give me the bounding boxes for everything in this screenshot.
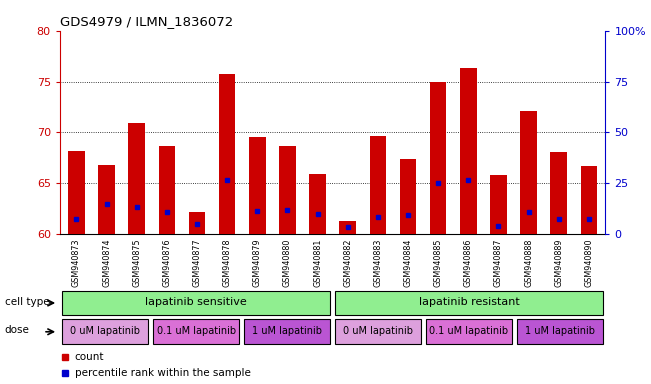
Text: 0 uM lapatinib: 0 uM lapatinib <box>343 326 413 336</box>
Text: GSM940879: GSM940879 <box>253 239 262 287</box>
Text: lapatinib resistant: lapatinib resistant <box>419 298 519 308</box>
Text: GSM940877: GSM940877 <box>193 239 202 287</box>
Bar <box>68 151 85 234</box>
Text: GSM940878: GSM940878 <box>223 239 232 287</box>
Bar <box>430 81 447 234</box>
Bar <box>159 146 175 234</box>
Text: 1 uM lapatinib: 1 uM lapatinib <box>525 326 595 336</box>
Bar <box>581 166 597 234</box>
Text: GSM940880: GSM940880 <box>283 239 292 287</box>
Text: GSM940874: GSM940874 <box>102 239 111 287</box>
Bar <box>309 174 326 234</box>
Text: GSM940882: GSM940882 <box>343 239 352 287</box>
Bar <box>426 319 512 344</box>
Text: 0 uM lapatinib: 0 uM lapatinib <box>70 326 141 336</box>
Text: 0.1 uM lapatinib: 0.1 uM lapatinib <box>157 326 236 336</box>
Bar <box>370 136 386 234</box>
Text: GSM940886: GSM940886 <box>464 239 473 287</box>
Text: GSM940885: GSM940885 <box>434 239 443 287</box>
Bar <box>62 319 148 344</box>
Bar <box>551 152 567 234</box>
Bar <box>244 319 330 344</box>
Bar <box>279 146 296 234</box>
Text: GSM940876: GSM940876 <box>162 239 171 287</box>
Bar <box>128 123 145 234</box>
Bar <box>98 165 115 234</box>
Bar <box>520 111 537 234</box>
Bar <box>490 175 506 234</box>
Text: GSM940887: GSM940887 <box>494 239 503 287</box>
Bar <box>249 137 266 234</box>
Bar <box>189 212 205 234</box>
Text: count: count <box>75 352 104 362</box>
Text: GSM940881: GSM940881 <box>313 239 322 287</box>
Bar <box>460 68 477 234</box>
Text: GDS4979 / ILMN_1836072: GDS4979 / ILMN_1836072 <box>60 15 233 28</box>
Bar <box>517 319 603 344</box>
Bar <box>153 319 240 344</box>
Text: GSM940873: GSM940873 <box>72 239 81 287</box>
Text: GSM940883: GSM940883 <box>374 239 382 287</box>
Bar <box>400 159 416 234</box>
Bar <box>62 291 330 315</box>
Text: GSM940884: GSM940884 <box>404 239 413 287</box>
Bar <box>219 74 236 234</box>
Text: GSM940890: GSM940890 <box>585 239 593 287</box>
Text: GSM940875: GSM940875 <box>132 239 141 287</box>
Text: cell type: cell type <box>5 296 49 306</box>
Text: percentile rank within the sample: percentile rank within the sample <box>75 368 251 378</box>
Text: dose: dose <box>5 325 30 335</box>
Bar <box>335 319 421 344</box>
Text: GSM940888: GSM940888 <box>524 239 533 287</box>
Text: GSM940889: GSM940889 <box>554 239 563 287</box>
Text: 1 uM lapatinib: 1 uM lapatinib <box>252 326 322 336</box>
Bar <box>335 291 603 315</box>
Bar <box>339 221 356 234</box>
Text: lapatinib sensitive: lapatinib sensitive <box>145 298 247 308</box>
Text: 0.1 uM lapatinib: 0.1 uM lapatinib <box>430 326 508 336</box>
